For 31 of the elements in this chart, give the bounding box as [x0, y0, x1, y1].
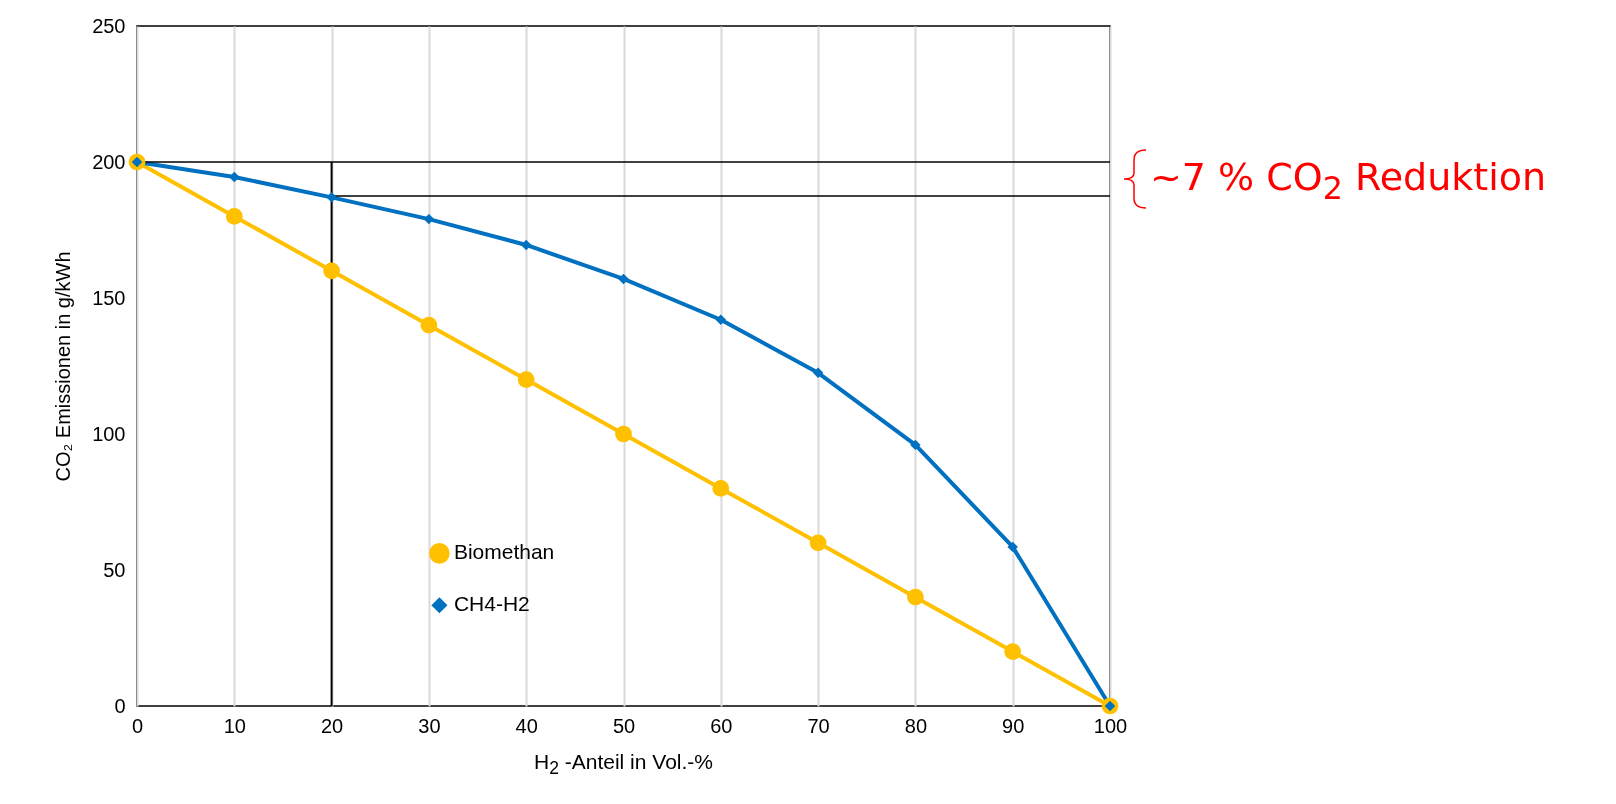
point — [1004, 643, 1022, 660]
x-axis-title: H$_{2}$ -Anteil in Vol.-% — [534, 750, 713, 780]
point — [809, 534, 827, 552]
legend-label: CH4-H2 — [453, 592, 530, 616]
y-axis-title: CO₂ Emissionen in g/kWh — [52, 251, 75, 482]
y-tick-label: 200 — [92, 150, 126, 173]
y-tick-label: 50 — [103, 558, 126, 581]
x-tick-label: 100 — [1093, 714, 1128, 737]
y-tick-label: 250 — [92, 14, 126, 37]
x-tick-label: 70 — [807, 714, 830, 737]
point — [323, 262, 340, 280]
point — [420, 316, 438, 334]
y-tick-label: 100 — [92, 422, 126, 445]
y-tick-label: 150 — [92, 286, 126, 309]
point — [225, 208, 243, 225]
x-tick-label: 90 — [1002, 714, 1025, 737]
point — [517, 371, 535, 388]
text: ~7 % CO$_{2}$ Reduktion — [1150, 155, 1547, 206]
x-tick-label: 10 — [223, 714, 246, 737]
x-tick-label: 0 — [131, 714, 144, 737]
x-tick-label: 50 — [612, 714, 636, 737]
point — [907, 588, 924, 606]
x-tick-label: 30 — [418, 714, 441, 737]
x-tick-label: 60 — [710, 714, 733, 737]
legend-label: Biomethan — [453, 540, 555, 564]
x-tick-label: 80 — [904, 714, 928, 737]
point — [712, 480, 730, 497]
y-tick-label: 0 — [114, 694, 126, 717]
x-tick-label: 20 — [320, 714, 344, 737]
point — [615, 425, 632, 443]
x-tick-label: 40 — [515, 714, 538, 737]
